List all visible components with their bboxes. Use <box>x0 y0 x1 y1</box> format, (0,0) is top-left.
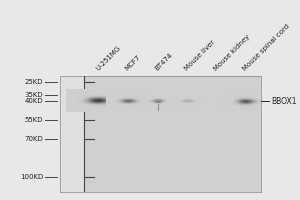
Text: 100KD: 100KD <box>20 174 43 180</box>
Bar <box>60 76 84 192</box>
Text: Mouse kidney: Mouse kidney <box>212 34 251 72</box>
Text: 25KD: 25KD <box>25 79 43 85</box>
Text: BBOX1: BBOX1 <box>271 97 296 106</box>
Text: U-251MG: U-251MG <box>94 45 122 72</box>
Text: MCF7: MCF7 <box>124 54 142 72</box>
Text: 55KD: 55KD <box>25 117 43 123</box>
Text: 40KD: 40KD <box>25 98 43 104</box>
Text: 70KD: 70KD <box>24 136 43 142</box>
Text: BT474: BT474 <box>154 52 174 72</box>
Text: 35KD: 35KD <box>25 92 43 98</box>
Text: Mouse spinal cord: Mouse spinal cord <box>242 23 291 72</box>
Text: Mouse liver: Mouse liver <box>183 40 216 72</box>
